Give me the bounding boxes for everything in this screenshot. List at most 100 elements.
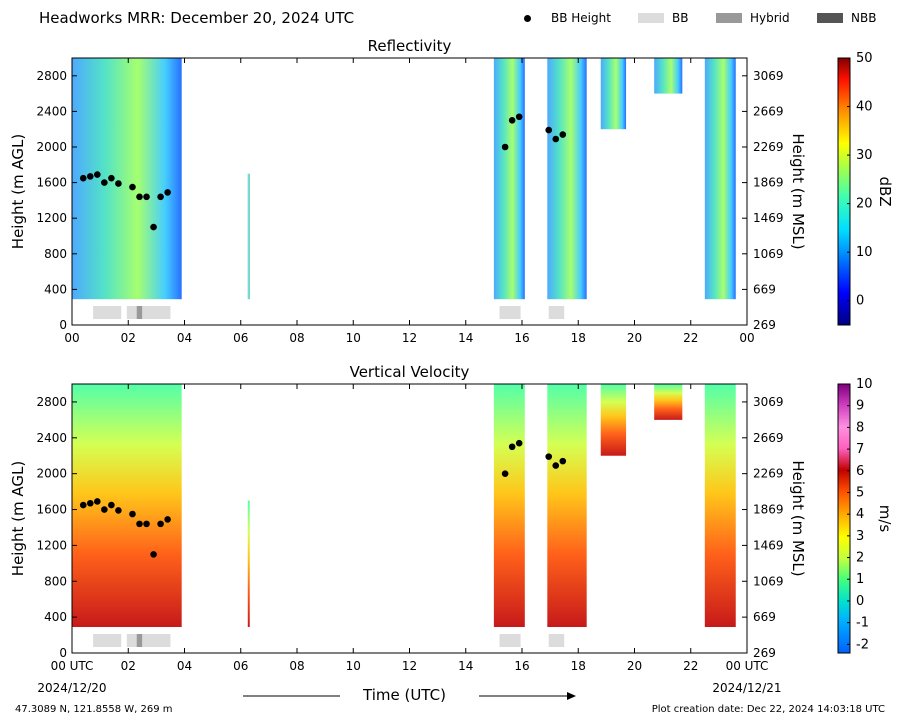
bb-height-point [164,189,171,196]
bb-class-bar [93,306,122,319]
y-tick-label: 1600 [36,503,67,517]
bb-class-bar [126,306,137,319]
x-tick-label: 00 [739,331,754,345]
y-tick-label: 2400 [36,431,67,445]
panel-title: Vertical Velocity [350,363,470,381]
colorbar-tick-label: 2 [856,551,864,566]
bb-height-point [129,510,136,518]
x-tick-label: 16 [514,659,529,673]
bb-class-bar [548,634,565,647]
bb-height-point [164,516,171,523]
echo-region [654,58,683,94]
bb-height-point [157,193,164,201]
bb-height-point [86,499,94,507]
bb-height-point [545,453,553,460]
bb-class-bar [499,634,521,647]
legend-item-bb-height: BB Height [524,11,611,25]
x-tick-label: 02 [121,659,136,673]
bb-class-bar [142,306,171,319]
x-tick-label: 00 UTC [51,659,94,673]
colorbar-tick-label: 10 [856,377,873,392]
bb-height-point [501,143,509,151]
bb-height-point [515,439,523,447]
colorbar-tick-label: 3 [856,529,864,544]
bb-height-point [545,126,553,134]
y-tick-label-right: 669 [753,282,776,296]
y-tick-label-right: 1869 [753,503,784,517]
bb-class-bar [93,634,122,647]
hybrid-swatch-icon [716,13,742,23]
echo-region [547,58,587,300]
colorbar-tick-label: -1 [856,616,869,631]
y-tick-label: 400 [44,610,67,624]
y-tick-label-right: 2269 [753,467,784,481]
bb-height-point [552,462,560,469]
bb-height-point [136,520,143,528]
echo-region [493,58,525,300]
bb-class-bar [142,634,171,647]
plot-creation-date: Plot creation date: Dec 22, 2024 14:03:1… [651,704,885,715]
y-tick-label: 2800 [36,69,67,83]
bb-height-point [108,501,115,509]
bb-height-point [94,498,101,505]
x-tick-label: 00 UTC [726,659,769,673]
x-tick-label: 04 [177,331,192,345]
bb-height-point [101,506,108,513]
bb-height-point [508,117,516,124]
colorbar-tick-label: 20 [856,197,873,212]
y-tick-label: 800 [44,247,67,261]
bb-height-point [79,501,87,509]
bb-height-point [86,173,94,180]
echo-region [600,58,627,130]
y-tick-label: 1200 [36,538,67,552]
x-tick-label: 20 [627,331,642,345]
bb-height-point [79,174,87,182]
panel-title: Reflectivity [368,37,452,55]
y-tick-label: 800 [44,574,67,588]
colorbar-tick-label: 10 [856,245,873,260]
x-tick-label: 06 [233,331,248,345]
bb-height-point [101,179,108,186]
bb-height-point [559,457,567,465]
echo-region [547,384,587,627]
time-axis-label: Time (UTC) [363,686,446,704]
nbb-swatch-icon [817,13,843,23]
colorbar-tick-label: 30 [856,148,873,163]
bb-height-point [115,180,122,187]
bb-height-point [150,551,157,558]
colorbar-tick-label: 40 [856,100,873,115]
colorbar-tick-label: 50 [856,51,873,66]
bb-height-point [559,131,567,138]
y-tick-label: 2800 [36,395,67,409]
y-axis-label: Height (m AGL) [9,134,27,249]
x-tick-label: 14 [458,659,473,673]
bb-height-point [552,135,560,143]
x-tick-label: 08 [289,331,304,345]
bb-height-point [115,507,122,514]
y-axis-label: Height (m AGL) [9,461,27,576]
x-tick-label: 04 [177,659,192,673]
echo-region [247,173,250,300]
echo-region [704,58,736,300]
x-tick-label: 02 [121,331,136,345]
x-tick-label: 06 [233,659,248,673]
x-tick-label: 18 [571,659,586,673]
bb-class-bar [548,306,565,319]
x-tick-label: 22 [683,659,698,673]
colorbar [837,57,851,326]
echo-region [654,384,683,420]
y-tick-label-right: 2669 [753,431,784,445]
legend-label: BB Height [551,11,611,25]
y-tick-label: 1600 [36,176,67,190]
bb-class-bar [136,634,143,647]
x-tick-label: 18 [571,331,586,345]
legend-item-nbb: NBB [817,11,876,25]
echo-region [247,500,250,627]
station-location: 47.3089 N, 121.8558 W, 269 m [15,704,173,715]
bb-height-point [143,520,150,528]
y-tick-label: 0 [59,646,67,660]
y-tick-label: 1200 [36,211,67,225]
x-tick-label: 10 [346,331,361,345]
y-tick-label-right: 3069 [753,69,784,83]
